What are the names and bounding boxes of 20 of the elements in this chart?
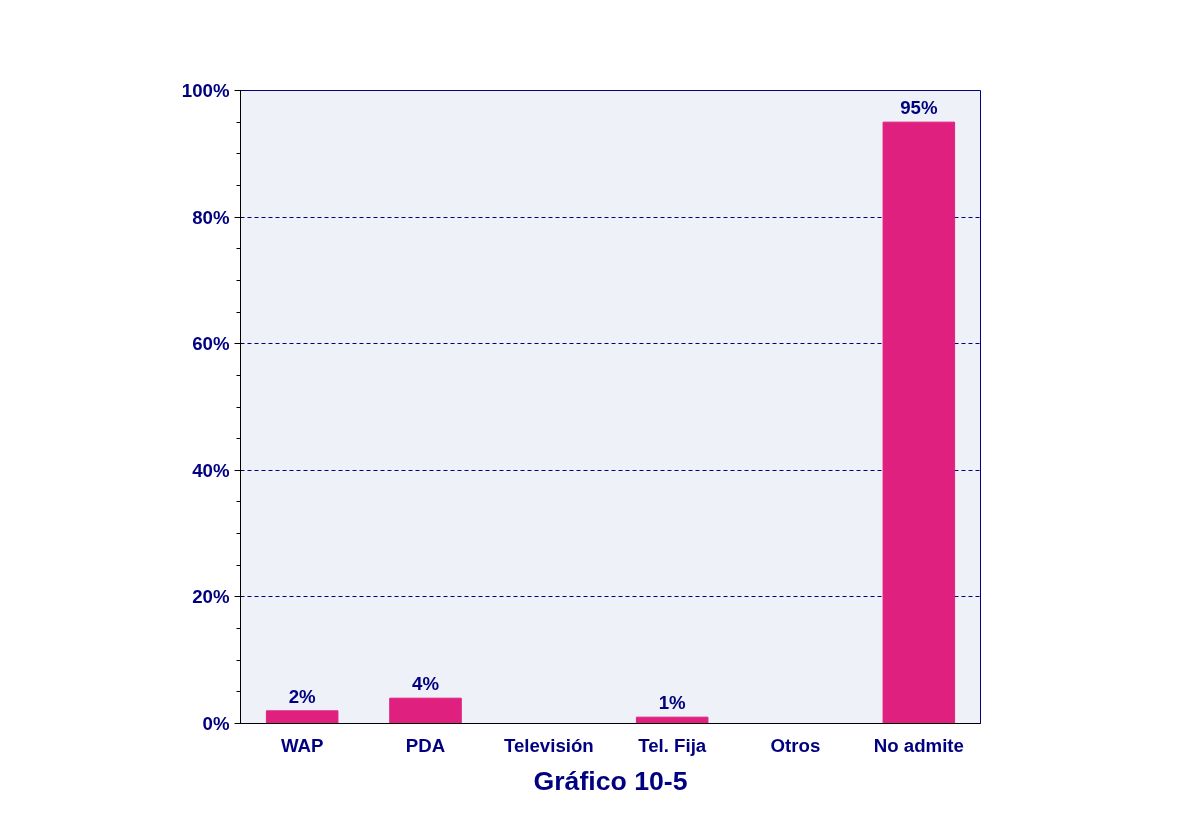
x-tick-label: No admite (873, 734, 964, 756)
data-label: 2% (288, 685, 317, 707)
y-tick-label: 80% (192, 206, 230, 228)
text: Gráfico 10-5 (533, 765, 688, 796)
y-tick-label: 100% (181, 80, 230, 101)
y-tick-label: 60% (192, 333, 230, 355)
x-tick-label: WAP (280, 734, 324, 756)
x-tick-label: Otros (770, 734, 821, 756)
y-tick-label: 40% (192, 459, 230, 481)
x-tick-label: PDA (405, 734, 446, 756)
data-label: 1% (658, 692, 687, 714)
bar (882, 121, 956, 724)
data-label: 4% (412, 673, 440, 695)
bar (389, 697, 462, 724)
data-label: 95% (900, 97, 938, 119)
bar (265, 710, 339, 724)
x-tick-label: Tel. Fija (638, 734, 707, 756)
x-tick-label: Televisión (503, 734, 594, 756)
y-tick-label: 20% (192, 586, 230, 608)
y-tick-label: 0% (202, 713, 230, 734)
